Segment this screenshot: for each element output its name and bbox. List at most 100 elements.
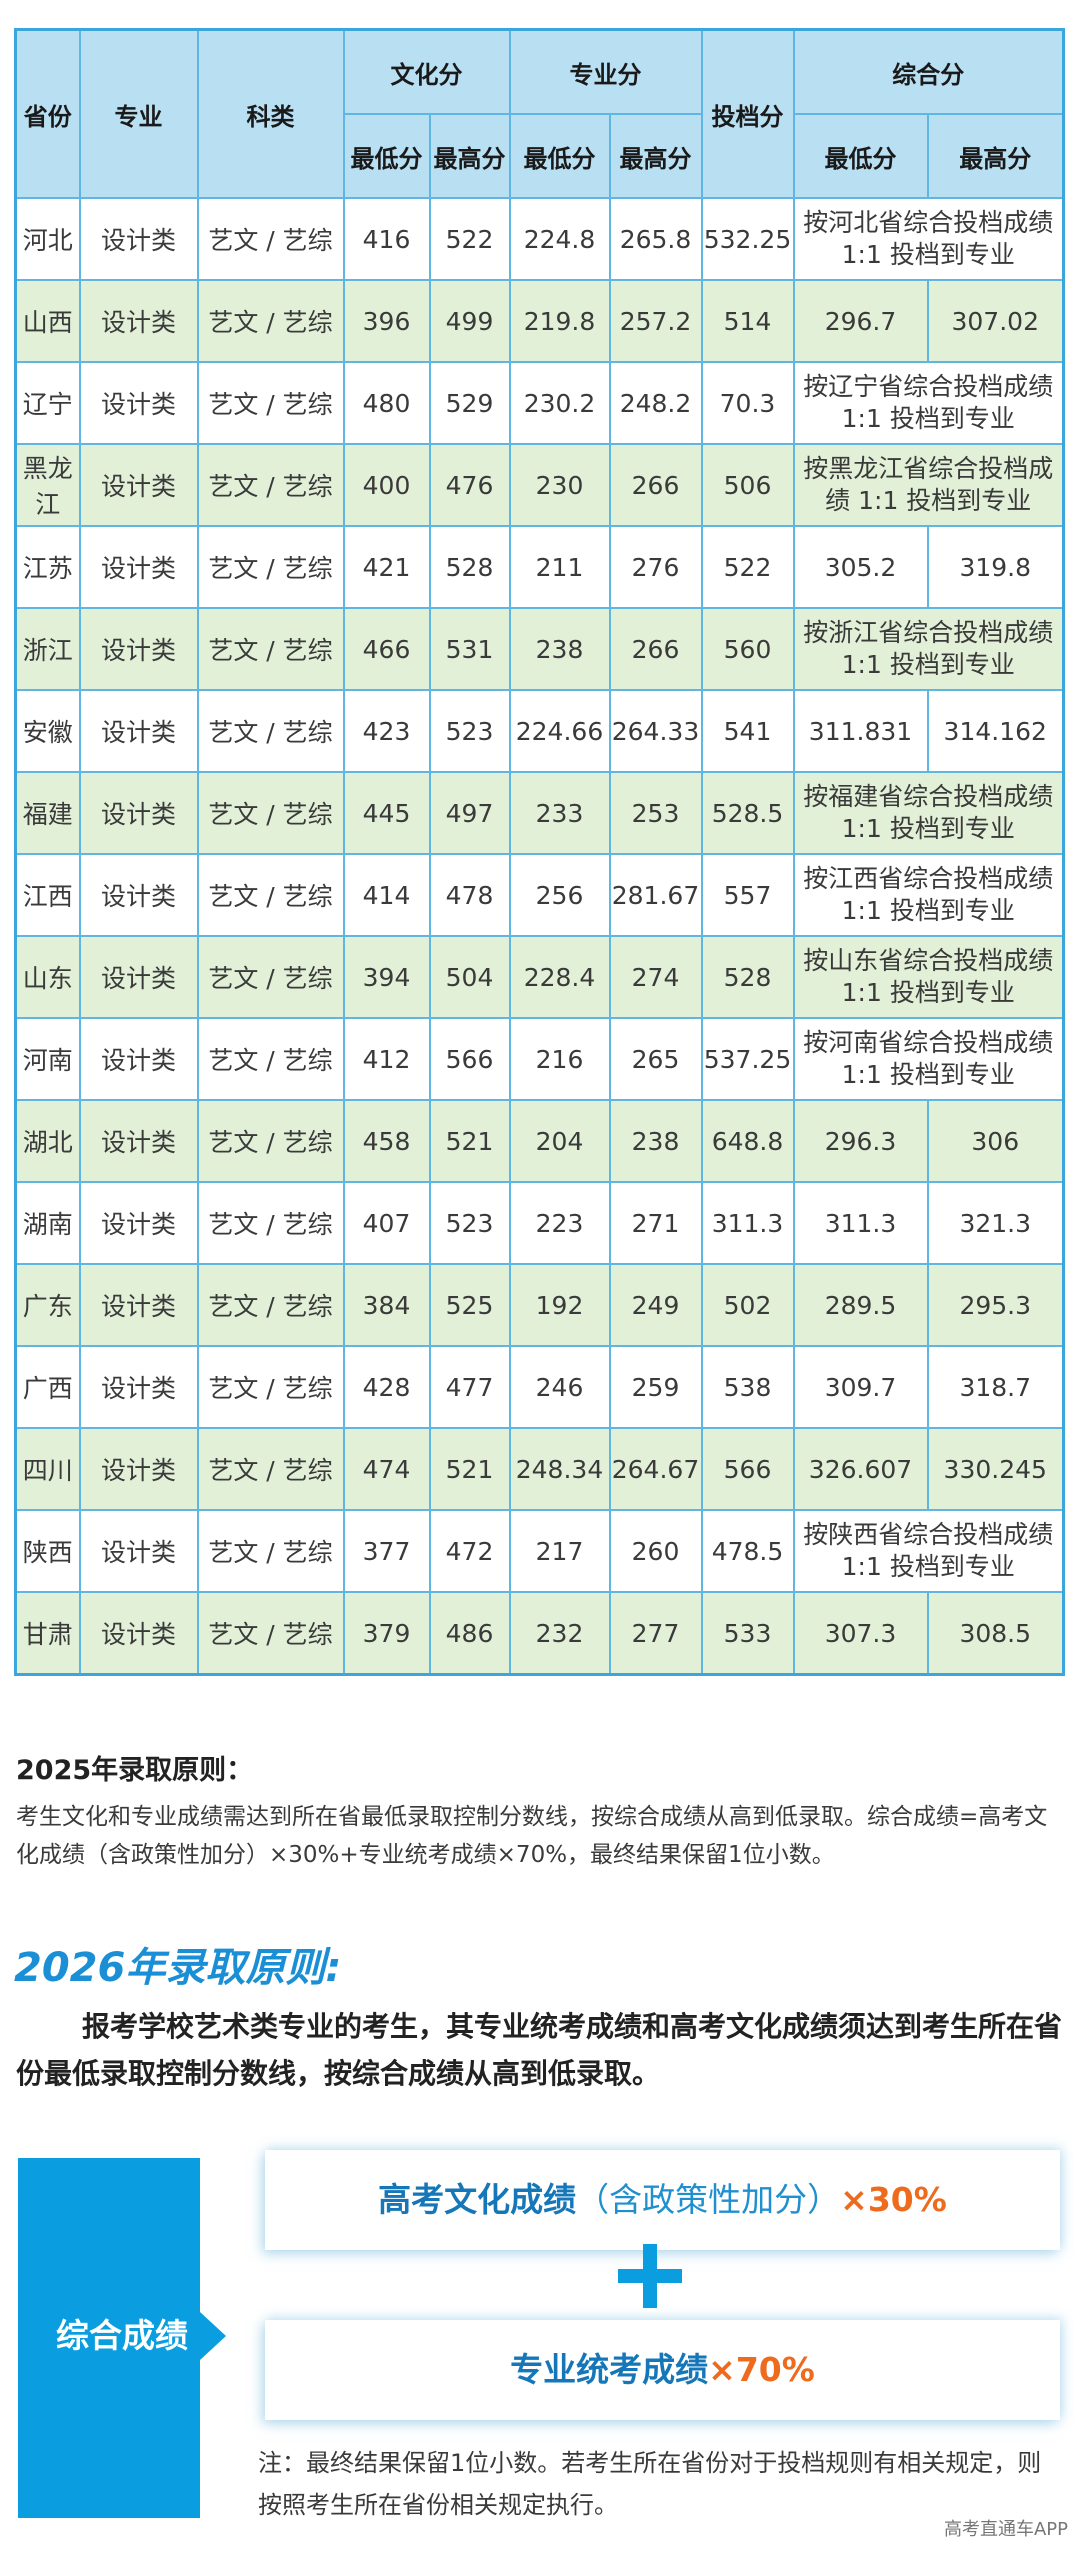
table-row: 江西 设计类 艺文 / 艺综 414 478 256 281.67 557 按江西省综合投档成绩…: [14, 853, 1065, 937]
cell-province: 福建: [14, 771, 81, 855]
cell-composite-note: 按辽宁省综合投档成绩 1:1 投档到专业: [792, 361, 1065, 445]
cell-category: 艺文 / 艺综: [196, 1591, 345, 1676]
cell-pro-max: 253: [608, 771, 703, 855]
cell-pro-min: 228.4: [508, 935, 611, 1019]
cell-category: 艺文 / 艺综: [196, 1427, 345, 1511]
cell-major: 设计类: [78, 197, 199, 281]
formula-professional-card: 专业统考成绩×70%: [265, 2320, 1060, 2420]
header-composite-min: 最低分: [792, 113, 929, 199]
cell-culture-max: 528: [428, 525, 511, 609]
header-culture-max: 最高分: [428, 113, 511, 199]
cell-culture-max: 531: [428, 607, 511, 691]
formula-footnote: 注：最终结果保留1位小数。若考生所在省份对于投档规则有相关规定，则按照考生所在省…: [258, 2449, 1042, 2519]
cell-culture-max: 521: [428, 1099, 511, 1183]
cell-pro-max: 264.67: [608, 1427, 703, 1511]
cell-pro-max: 259: [608, 1345, 703, 1429]
cell-pro-max: 266: [608, 443, 703, 527]
header-filing: 投档分: [700, 28, 795, 199]
cell-pro-max: 260: [608, 1509, 703, 1593]
cell-category: 艺文 / 艺综: [196, 1263, 345, 1347]
composite-score-side-box: [18, 2158, 200, 2518]
principles-2026-body: 报考学校艺术类专业的考生，其专业统考成绩和高考文化成绩须达到考生所在省份最低录取…: [16, 2010, 1063, 2090]
admission-scores-table: 省份 专业 科类 文化分 专业分 投档分 综合分 最低分 最高分 最低分 最高分…: [14, 28, 1065, 1676]
cell-pro-max: 265.8: [608, 197, 703, 281]
cell-culture-max: 529: [428, 361, 511, 445]
cell-filing: 557: [700, 853, 795, 937]
cell-category: 艺文 / 艺综: [196, 525, 345, 609]
table-row: 湖北 设计类 艺文 / 艺综 458 521 204 238 648.8 296.3 306: [14, 1099, 1065, 1183]
cell-pro-min: 211: [508, 525, 611, 609]
header-professional: 专业分: [508, 28, 703, 115]
cell-major: 设计类: [78, 279, 199, 363]
cell-culture-max: 566: [428, 1017, 511, 1101]
cell-major: 设计类: [78, 1099, 199, 1183]
formula-professional-main: 专业统考成绩: [510, 2350, 709, 2389]
cell-composite-min: 296.7: [792, 279, 929, 363]
cell-pro-max: 238: [608, 1099, 703, 1183]
cell-province: 山东: [14, 935, 81, 1019]
table-row: 广西 设计类 艺文 / 艺综 428 477 246 259 538 309.7 318.7: [14, 1345, 1065, 1429]
cell-composite-max: 319.8: [926, 525, 1065, 609]
cell-pro-min: 219.8: [508, 279, 611, 363]
cell-major: 设计类: [78, 771, 199, 855]
header-culture: 文化分: [342, 28, 511, 115]
admission-scores-table-wrapper: 省份 专业 科类 文化分 专业分 投档分 综合分 最低分 最高分 最低分 最高分…: [14, 28, 1065, 1676]
cell-culture-min: 384: [342, 1263, 431, 1347]
cell-province: 山西: [14, 279, 81, 363]
cell-culture-max: 477: [428, 1345, 511, 1429]
cell-category: 艺文 / 艺综: [196, 197, 345, 281]
cell-pro-max: 266: [608, 607, 703, 691]
header-major: 专业: [78, 28, 199, 199]
cell-filing: 502: [700, 1263, 795, 1347]
cell-pro-min: 230.2: [508, 361, 611, 445]
cell-major: 设计类: [78, 1181, 199, 1265]
cell-culture-max: 499: [428, 279, 511, 363]
cell-category: 艺文 / 艺综: [196, 689, 345, 773]
watermark: 高考直通车APP: [943, 2519, 1068, 2540]
cell-category: 艺文 / 艺综: [196, 443, 345, 527]
header-province: 省份: [14, 28, 81, 199]
cell-composite-max: 308.5: [926, 1591, 1065, 1676]
cell-culture-min: 379: [342, 1591, 431, 1676]
composite-score-label: 综合成绩: [56, 2316, 188, 2355]
cell-culture-max: 472: [428, 1509, 511, 1593]
cell-composite-note: 按陕西省综合投档成绩 1:1 投档到专业: [792, 1509, 1065, 1593]
cell-culture-max: 478: [428, 853, 511, 937]
cell-major: 设计类: [78, 853, 199, 937]
cell-composite-note: 按福建省综合投档成绩 1:1 投档到专业: [792, 771, 1065, 855]
cell-culture-min: 423: [342, 689, 431, 773]
cell-culture-max: 523: [428, 1181, 511, 1265]
cell-pro-max: 265: [608, 1017, 703, 1101]
cell-province: 陕西: [14, 1509, 81, 1593]
cell-province: 江西: [14, 853, 81, 937]
cell-filing: 506: [700, 443, 795, 527]
cell-composite-note: 按黑龙江省综合投档成绩 1:1 投档到专业: [792, 443, 1065, 527]
cell-pro-max: 249: [608, 1263, 703, 1347]
table-row: 四川 设计类 艺文 / 艺综 474 521 248.34 264.67 566 326.607…: [14, 1427, 1065, 1511]
cell-composite-min: 326.607: [792, 1427, 929, 1511]
table-row: 浙江 设计类 艺文 / 艺综 466 531 238 266 560 按浙江省综合投档成绩 1:…: [14, 607, 1065, 691]
cell-filing: 528.5: [700, 771, 795, 855]
cell-culture-min: 458: [342, 1099, 431, 1183]
cell-pro-max: 248.2: [608, 361, 703, 445]
cell-category: 艺文 / 艺综: [196, 1017, 345, 1101]
cell-province: 广西: [14, 1345, 81, 1429]
cell-culture-min: 480: [342, 361, 431, 445]
cell-composite-min: 311.3: [792, 1181, 929, 1265]
cell-filing: 532.25: [700, 197, 795, 281]
cell-composite-max: 307.02: [926, 279, 1065, 363]
cell-major: 设计类: [78, 1345, 199, 1429]
cell-culture-min: 466: [342, 607, 431, 691]
table-row: 安徽 设计类 艺文 / 艺综 423 523 224.66 264.33 541 311.831…: [14, 689, 1065, 773]
table-row: 广东 设计类 艺文 / 艺综 384 525 192 249 502 289.5 295.3: [14, 1263, 1065, 1347]
cell-major: 设计类: [78, 443, 199, 527]
formula-culture-card: 高考文化成绩（含政策性加分）×30%: [265, 2150, 1060, 2250]
cell-culture-min: 377: [342, 1509, 431, 1593]
header-category: 科类: [196, 28, 345, 199]
cell-filing: 533: [700, 1591, 795, 1676]
principles-2026-title: 2026年录取原则:: [14, 1945, 342, 1991]
cell-filing: 566: [700, 1427, 795, 1511]
cell-composite-note: 按浙江省综合投档成绩 1:1 投档到专业: [792, 607, 1065, 691]
table-row: 辽宁 设计类 艺文 / 艺综 480 529 230.2 248.2 70.3 按辽宁省综合投档…: [14, 361, 1065, 445]
table-row: 山东 设计类 艺文 / 艺综 394 504 228.4 274 528 按山东省综合投档成绩 …: [14, 935, 1065, 1019]
